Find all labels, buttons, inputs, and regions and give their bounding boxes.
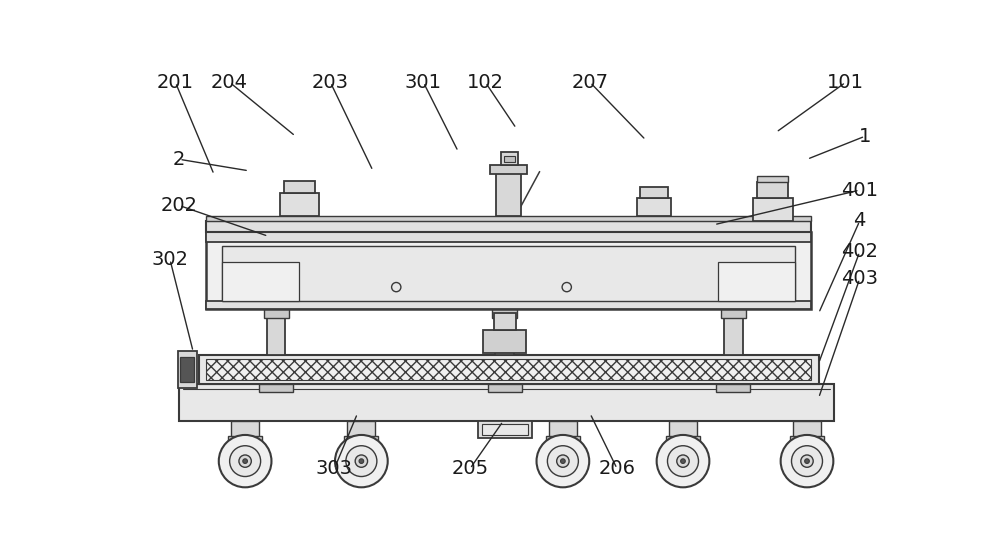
Bar [267, 309, 285, 355]
Text: 303: 303 [316, 460, 353, 478]
Circle shape [239, 455, 251, 467]
Bar [716, 384, 750, 392]
Text: 1: 1 [859, 127, 871, 145]
Text: 402: 402 [841, 242, 878, 261]
Circle shape [355, 455, 368, 467]
Circle shape [561, 459, 565, 463]
Text: 202: 202 [161, 196, 198, 215]
Circle shape [657, 435, 709, 487]
Bar [495, 309, 514, 355]
Bar [549, 421, 577, 438]
Bar [178, 351, 197, 388]
Circle shape [681, 459, 685, 463]
Bar [488, 384, 522, 392]
Bar [180, 357, 194, 382]
Circle shape [219, 435, 271, 487]
Text: 207: 207 [572, 73, 608, 92]
Bar [504, 156, 515, 163]
Circle shape [792, 446, 822, 477]
Bar [496, 170, 521, 217]
Text: 201: 201 [157, 73, 194, 92]
Text: 301: 301 [405, 73, 442, 92]
Bar [753, 198, 793, 221]
Bar [280, 193, 319, 217]
Bar [222, 262, 299, 301]
Bar [284, 181, 315, 193]
Text: 206: 206 [599, 460, 636, 478]
Bar [721, 307, 746, 318]
Bar [206, 231, 811, 242]
Bar [490, 165, 527, 174]
Circle shape [801, 455, 813, 467]
Text: 205: 205 [451, 460, 488, 478]
Text: 2: 2 [173, 150, 185, 169]
Bar [494, 314, 516, 330]
Bar [669, 421, 697, 438]
Bar [501, 153, 518, 165]
Bar [206, 301, 811, 309]
Bar [206, 221, 811, 231]
Bar [259, 384, 293, 392]
Bar [199, 355, 819, 384]
Circle shape [243, 459, 247, 463]
Bar [666, 436, 700, 442]
Bar [482, 424, 528, 435]
Bar [347, 421, 375, 438]
Bar [790, 436, 824, 442]
Bar [231, 421, 259, 438]
Circle shape [230, 446, 261, 477]
Circle shape [668, 446, 698, 477]
Circle shape [781, 435, 833, 487]
Circle shape [677, 455, 689, 467]
Bar [264, 307, 289, 318]
Circle shape [557, 455, 569, 467]
Bar [179, 384, 834, 421]
Text: 401: 401 [841, 181, 878, 199]
Bar [640, 187, 668, 198]
Bar [492, 307, 517, 318]
Bar [757, 176, 788, 182]
Bar [793, 421, 821, 438]
Circle shape [805, 459, 809, 463]
Circle shape [346, 446, 377, 477]
Circle shape [547, 446, 578, 477]
Text: 101: 101 [827, 73, 864, 92]
Bar [206, 231, 811, 309]
Bar [478, 421, 532, 438]
Bar [724, 309, 743, 355]
Circle shape [359, 459, 364, 463]
Text: 403: 403 [841, 269, 878, 288]
Bar [757, 182, 788, 198]
Text: 203: 203 [312, 73, 349, 92]
Bar [637, 198, 671, 217]
Text: 204: 204 [211, 73, 248, 92]
Bar [546, 436, 580, 442]
Circle shape [335, 435, 388, 487]
Circle shape [537, 435, 589, 487]
Bar [718, 262, 795, 301]
Bar [206, 359, 811, 380]
Bar [228, 436, 262, 442]
Bar [206, 217, 811, 221]
Bar [222, 246, 795, 301]
Text: 102: 102 [467, 73, 504, 92]
Text: 4: 4 [854, 212, 866, 230]
Bar [483, 330, 526, 353]
Bar [344, 436, 378, 442]
Text: 302: 302 [151, 250, 188, 269]
